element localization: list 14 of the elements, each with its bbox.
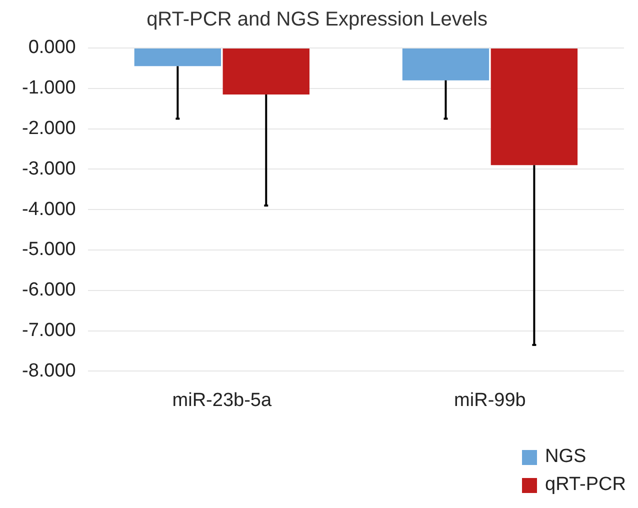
x-tick-label: miR-23b-5a: [172, 390, 272, 411]
legend-label: NGS: [545, 446, 586, 468]
y-tick-label: -8.000: [22, 360, 76, 382]
x-tick-label: miR-99b: [454, 390, 526, 411]
y-tick-label: -1.000: [22, 78, 76, 99]
y-tick-label: -6.000: [22, 280, 76, 301]
y-tick-label: -5.000: [22, 239, 76, 260]
y-tick-label: -7.000: [22, 320, 76, 342]
chart-title: qRT-PCR and NGS Expression Levels: [146, 8, 488, 31]
y-tick-label: -3.000: [22, 158, 76, 180]
y-tick-label: -2.000: [22, 118, 76, 140]
y-tick-label: 0.000: [28, 37, 76, 58]
legend-label: qRT-PCR: [545, 474, 626, 496]
y-tick-label: -4.000: [22, 198, 76, 220]
